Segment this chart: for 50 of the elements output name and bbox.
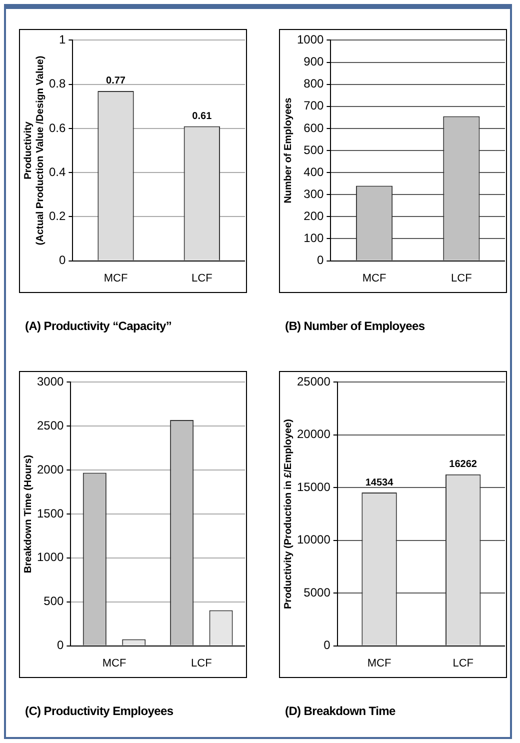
data-label: 16262 xyxy=(449,459,478,470)
y-tick-label: 0.2 xyxy=(48,208,66,223)
y-tick-label: 700 xyxy=(304,98,324,113)
y-tick-label: 1 xyxy=(58,32,66,47)
y-tick-label: 1000 xyxy=(36,550,64,564)
y-tick-label: 0 xyxy=(317,253,324,268)
y-tick-label: 0 xyxy=(57,638,64,652)
text: (C) Productivity Employees xyxy=(25,704,174,718)
y-tick-label: 15000 xyxy=(296,480,331,494)
y-tick-label: 100 xyxy=(304,231,324,246)
y-tick-label: 2500 xyxy=(36,418,64,432)
y-axis-title: Productivity (Production in £/Employee) xyxy=(282,418,294,610)
y-tick-label: 0.6 xyxy=(48,120,66,135)
y-tick-label: 0 xyxy=(324,638,331,652)
y-tick-label: 3000 xyxy=(36,374,64,389)
y-tick-label: 500 xyxy=(304,142,324,157)
data-label: 14534 xyxy=(365,477,394,488)
y-tick-label: 1500 xyxy=(36,506,64,520)
data-label: 0.77 xyxy=(106,76,126,87)
y-axis-title: Breakdown Time (Hours) xyxy=(22,454,34,574)
y-tick-label: 900 xyxy=(304,54,324,69)
y-tick-label: 10000 xyxy=(296,532,331,547)
x-tick-label: MCF xyxy=(104,272,128,284)
y-tick-label: 25000 xyxy=(296,374,331,389)
y-tick-label: 200 xyxy=(304,208,324,223)
y-tick-label: 1000 xyxy=(296,32,324,47)
x-tick-label: LCF xyxy=(191,657,212,670)
x-tick-label: LCF xyxy=(192,272,213,284)
y-tick-label: 600 xyxy=(304,120,324,135)
data-label: 0.61 xyxy=(192,110,212,122)
y-tick-label: 0.8 xyxy=(48,76,66,91)
x-tick-label: LCF xyxy=(452,657,474,670)
y-tick-label: 400 xyxy=(304,164,324,179)
y-tick-label: 2000 xyxy=(36,462,64,476)
text: (D) Breakdown Time xyxy=(285,704,396,718)
x-tick-label: MCF xyxy=(362,272,386,284)
text: (B) Number of Employees xyxy=(285,319,426,333)
y-tick-label: 300 xyxy=(304,186,324,201)
y-tick-label: 0.4 xyxy=(48,164,66,179)
y-tick-label: 5000 xyxy=(304,585,331,600)
y-tick-label: 500 xyxy=(44,594,64,608)
text: (A) Productivity “Capacity” xyxy=(25,319,173,333)
y-axis-title: Productivity (Actual Production Value /Design Value) xyxy=(22,56,46,246)
x-tick-label: MCF xyxy=(102,657,126,670)
y-tick-label: 0 xyxy=(58,253,66,268)
y-axis-title: Number of Employees xyxy=(282,97,294,204)
x-tick-label: MCF xyxy=(367,657,392,670)
y-tick-label: 800 xyxy=(304,76,324,91)
y-tick-label: 20000 xyxy=(296,427,331,442)
x-tick-label: LCF xyxy=(451,272,472,284)
